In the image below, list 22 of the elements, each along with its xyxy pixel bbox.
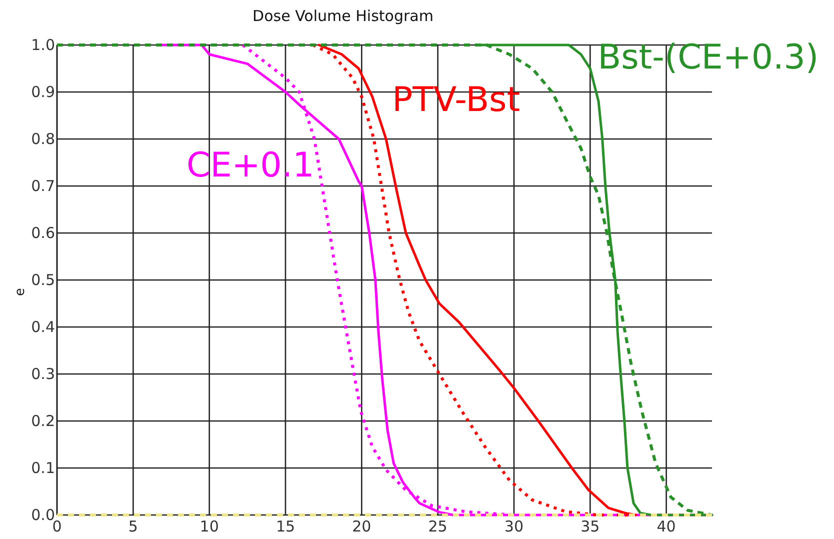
x-tick-label: 25 — [428, 518, 448, 536]
y-tick-label: 0.1 — [31, 458, 55, 477]
x-tick-label: 35 — [580, 518, 600, 536]
x-tick-label: 30 — [504, 518, 524, 536]
x-tick-label: 5 — [128, 518, 138, 536]
y-tick-label: 0.2 — [31, 412, 55, 430]
y-tick-label: 0.7 — [31, 176, 55, 195]
x-tick-label: 15 — [276, 518, 296, 536]
y-tick-label: 0.6 — [31, 224, 55, 242]
y-tick-label: 1.0 — [31, 36, 55, 54]
x-tick-label: 10 — [200, 518, 219, 536]
y-tick-label: 0.3 — [31, 364, 55, 383]
x-tick-label: 20 — [352, 518, 372, 536]
y-tick-label: 0.0 — [31, 506, 55, 524]
y-tick-label: 0.8 — [31, 130, 55, 148]
y-tick-label: 0.5 — [31, 270, 55, 289]
y-axis-title: e — [13, 288, 28, 296]
x-tick-label: 0 — [52, 518, 62, 536]
chart-title: Dose Volume Histogram — [252, 7, 434, 25]
y-tick-label: 0.9 — [31, 82, 55, 101]
x-tick-label: 40 — [656, 518, 676, 536]
y-tick-label: 0.4 — [31, 318, 55, 336]
